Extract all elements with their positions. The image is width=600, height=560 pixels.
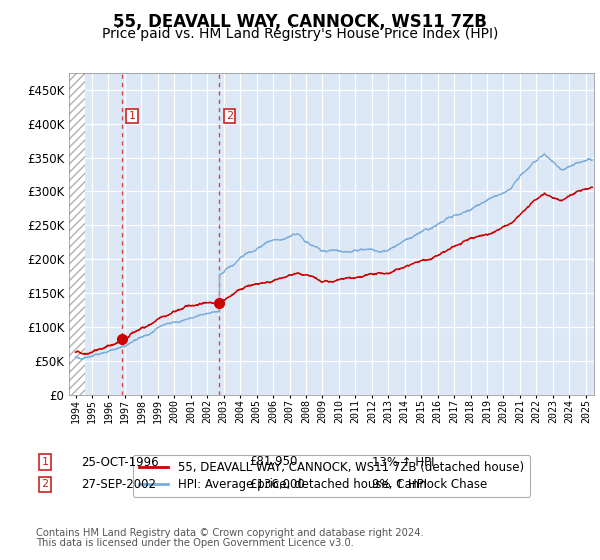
Text: 2: 2 [226, 111, 233, 122]
Text: 27-SEP-2002: 27-SEP-2002 [81, 478, 156, 491]
Text: 55, DEAVALL WAY, CANNOCK, WS11 7ZB: 55, DEAVALL WAY, CANNOCK, WS11 7ZB [113, 13, 487, 31]
Text: Contains HM Land Registry data © Crown copyright and database right 2024.: Contains HM Land Registry data © Crown c… [36, 528, 424, 538]
Text: 2: 2 [41, 479, 49, 489]
Text: £136,000: £136,000 [249, 478, 305, 491]
Text: 9% ↑ HPI: 9% ↑ HPI [372, 478, 427, 491]
Bar [69, 73, 85, 395]
Text: 25-OCT-1996: 25-OCT-1996 [81, 455, 158, 469]
Legend: 55, DEAVALL WAY, CANNOCK, WS11 7ZB (detached house), HPI: Average price, detache: 55, DEAVALL WAY, CANNOCK, WS11 7ZB (deta… [133, 455, 530, 497]
Text: £81,950: £81,950 [249, 455, 298, 469]
Text: This data is licensed under the Open Government Licence v3.0.: This data is licensed under the Open Gov… [36, 538, 354, 548]
Text: 1: 1 [128, 111, 136, 122]
Text: Price paid vs. HM Land Registry's House Price Index (HPI): Price paid vs. HM Land Registry's House … [102, 27, 498, 41]
Text: 1: 1 [41, 457, 49, 467]
Text: 13% ↑ HPI: 13% ↑ HPI [372, 455, 434, 469]
